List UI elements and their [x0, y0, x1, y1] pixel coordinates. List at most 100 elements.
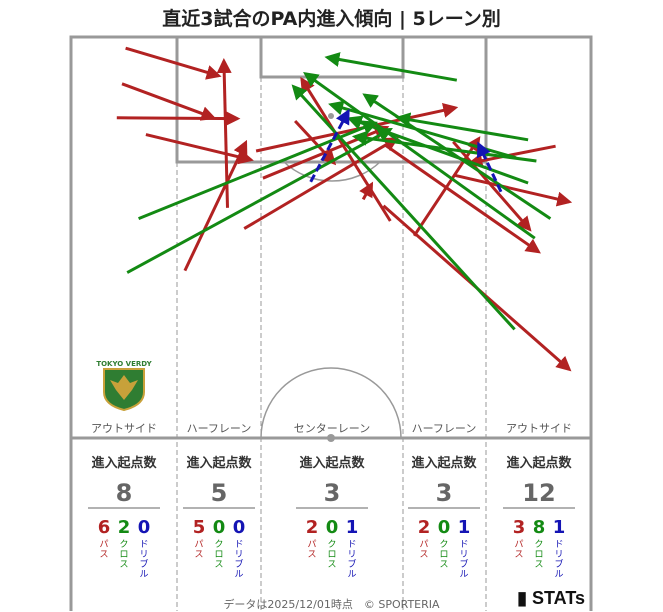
lane-stat-dribble-label-char: リ [554, 550, 563, 560]
lane-stat-cross-count: 8 [533, 517, 546, 538]
cross-arrow [346, 115, 529, 185]
lane-stat-header: 進入起点数 [411, 455, 477, 471]
lane-stat-pass-count: 2 [306, 517, 319, 538]
lane-stat-dribble-label-char: ド [347, 540, 356, 550]
footer-note: データは2025/12/01時点 © SPORTERIA [223, 598, 440, 611]
lane-stat-dribble-label-char: ブ [347, 558, 356, 570]
lane-stats: 進入起点数86パス2クロス0ドリブル進入起点数55パス0クロス0ドリブル進入起点… [88, 455, 575, 580]
lane-stat-pass-label: パス [194, 539, 203, 560]
lane-stat-dribble-label-char: リ [459, 550, 468, 560]
team-badge-text: TOKYO VERDY [96, 360, 152, 368]
pass-arrow [452, 140, 532, 232]
lane-stat-cross-count: 2 [118, 517, 131, 538]
cross-arrow [291, 84, 516, 331]
lane-stat-cross-label-char: ク [327, 539, 336, 550]
pass-arrow [467, 144, 556, 169]
lane-stat-cross-label-char: ス [327, 560, 336, 570]
lane-stat-cross-label-char: ロ [534, 550, 543, 560]
lane-stat-pass-label-char: ス [194, 550, 203, 560]
penalty-spot [328, 113, 334, 119]
lane-stat-pass-label-char: ス [514, 550, 523, 560]
lane-stat-dribble-label-char: リ [139, 550, 148, 560]
lane-stat-pass-label-char: ス [307, 550, 316, 560]
pass-arrow [145, 133, 254, 165]
goal-area [259, 35, 405, 79]
cross-arrow [324, 52, 458, 82]
lane-dividers [176, 77, 487, 611]
cross-arrow [395, 112, 529, 142]
lane-stat-total: 3 [324, 479, 341, 507]
lane-stat-dribble-label-char: ブ [554, 558, 563, 570]
lane-stat-total: 8 [116, 479, 133, 507]
lane-stat-dribble-label-char: ド [139, 540, 148, 550]
lane-label: ハーフレーン [412, 422, 477, 435]
lane-stat-dribble-count: 1 [553, 517, 566, 538]
brand-name: STATs [532, 588, 585, 608]
lane-stat-cross-label-char: ロ [327, 550, 336, 560]
lane-stat-dribble-label-char: ル [234, 570, 243, 580]
lane-stat-pass-label: パス [307, 539, 316, 560]
lane-stat-pass-count: 5 [193, 517, 206, 538]
lane-stat-pass-label: パス [99, 539, 108, 560]
lane-stat-cross-label-char: ク [534, 539, 543, 550]
lane-stat-cross-label-char: ロ [214, 550, 223, 560]
lane-stat-header: 進入起点数 [506, 455, 572, 471]
lane-stat-dribble-count: 1 [458, 517, 471, 538]
lane-stat-dribble-label-char: ド [459, 540, 468, 550]
cross-arrow [351, 130, 537, 163]
lane-stat-dribble-label-char: ル [139, 570, 148, 580]
lane-stat-cross-label-char: ク [119, 539, 128, 550]
lane-stat-cross-label: クロス [534, 539, 543, 570]
lane-stat-cross-count: 0 [326, 517, 339, 538]
lane-stat-pass-label: パス [419, 539, 428, 560]
pass-arrow [121, 82, 217, 121]
center-spot [327, 434, 335, 442]
lane-stat-total: 5 [211, 479, 228, 507]
lane-stat-pass-label-char: パ [99, 539, 108, 550]
lane-stat-dribble-label-char: ル [459, 570, 468, 580]
lane-stat-cross-label: クロス [439, 539, 448, 570]
lane-stat-cross-label-char: ス [439, 560, 448, 570]
lane-stat-pass-label-char: パ [194, 539, 203, 550]
lane-stat-pass-label: パス [514, 539, 523, 560]
lane-label: ハーフレーン [187, 422, 252, 435]
pass-arrow [454, 173, 573, 207]
lane-stat-dribble-label-char: リ [347, 550, 356, 560]
pass-arrow [300, 76, 392, 222]
lane-stat-cross-label-char: ス [534, 560, 543, 570]
lane-stat-cross-label-char: ロ [439, 550, 448, 560]
lane-stat-pass-label-char: ス [419, 550, 428, 560]
lane-stat-dribble-label-char: ル [347, 570, 356, 580]
lane-stat-cross-label-char: ロ [119, 550, 128, 560]
pass-arrow [116, 111, 241, 127]
lane-stat-dribble-label-char: ル [554, 570, 563, 580]
lane-stat-dribble-count: 1 [346, 517, 359, 538]
lane-stat-pass-count: 2 [418, 517, 431, 538]
lane-stat-dribble-label-char: ブ [234, 558, 243, 570]
team-badge: TOKYO VERDY [96, 360, 153, 412]
lane-stat-total: 12 [522, 479, 555, 507]
lane-stat-header: 進入起点数 [186, 455, 252, 471]
lane-stat-total: 3 [436, 479, 453, 507]
lane-label: アウトサイド [506, 422, 572, 435]
lane-stat-header: 進入起点数 [299, 455, 365, 471]
lane-stat-pass-label-char: パ [307, 539, 316, 550]
lane-stat-header: 進入起点数 [91, 455, 157, 471]
chart-title: 直近3試合のPA内進入傾向 | 5レーン別 [162, 8, 501, 30]
lane-stat-cross-label-char: ク [439, 539, 448, 550]
lane-stat-cross-label: クロス [119, 539, 128, 570]
lane-stat-pass-count: 6 [98, 517, 111, 538]
lane-stat-dribble-label-char: ブ [139, 558, 148, 570]
pass-arrow [183, 139, 248, 272]
dribble-arrow [476, 141, 503, 193]
pass-arrow [359, 181, 374, 201]
center-circle [260, 367, 402, 439]
dribble-arrow [309, 108, 350, 183]
lane-stat-pass-label-char: ス [99, 550, 108, 560]
lane-stat-dribble-count: 0 [233, 517, 246, 538]
